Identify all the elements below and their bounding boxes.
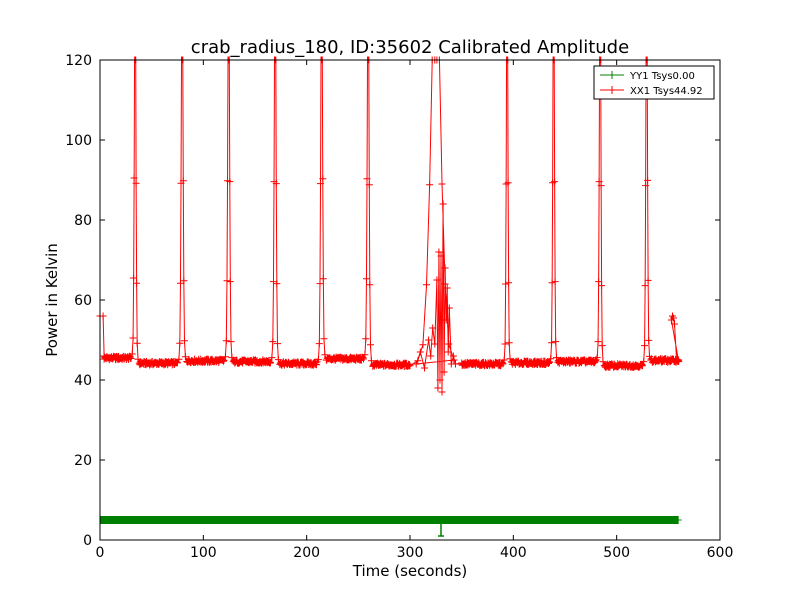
y-tick-label-2: 40 <box>74 373 92 389</box>
y-tick-label-4: 80 <box>74 213 92 229</box>
axes: 0 100 200 300 400 500 600 0 20 40 60 80 100 120 <box>65 53 733 561</box>
y-tick-label-5: 100 <box>65 133 92 149</box>
plot-area <box>96 56 683 537</box>
legend: YY1 Tsys0.00 XX1 Tsys44.92 <box>593 65 715 100</box>
x-axis-label: Time (seconds) <box>352 562 468 580</box>
x-tick-label-0: 0 <box>96 545 105 561</box>
x-tick-label-1: 100 <box>190 545 217 561</box>
x-tick-label-3: 300 <box>397 545 424 561</box>
legend-marker-1 <box>608 86 616 94</box>
y-tick-label-0: 0 <box>83 533 92 549</box>
y-axis-label: Power in Kelvin <box>43 243 61 357</box>
y-tick-label-1: 20 <box>74 453 92 469</box>
legend-box <box>593 65 715 100</box>
y-tick-label-6: 120 <box>65 53 92 69</box>
y-tick-label-3: 60 <box>74 293 92 309</box>
legend-label-0: YY1 Tsys0.00 <box>629 71 695 82</box>
axes-frame <box>99 59 721 541</box>
legend-marker-0 <box>608 71 616 79</box>
chart-title: crab_radius_180, ID:35602 Calibrated Amp… <box>191 37 629 58</box>
legend-label-1: XX1 Tsys44.92 <box>630 86 703 97</box>
x-tick-label-2: 200 <box>293 545 320 561</box>
x-tick-label-6: 600 <box>707 545 734 561</box>
x-tick-label-5: 500 <box>603 545 630 561</box>
x-tick-label-4: 400 <box>500 545 527 561</box>
series-xx1-line <box>100 59 680 393</box>
